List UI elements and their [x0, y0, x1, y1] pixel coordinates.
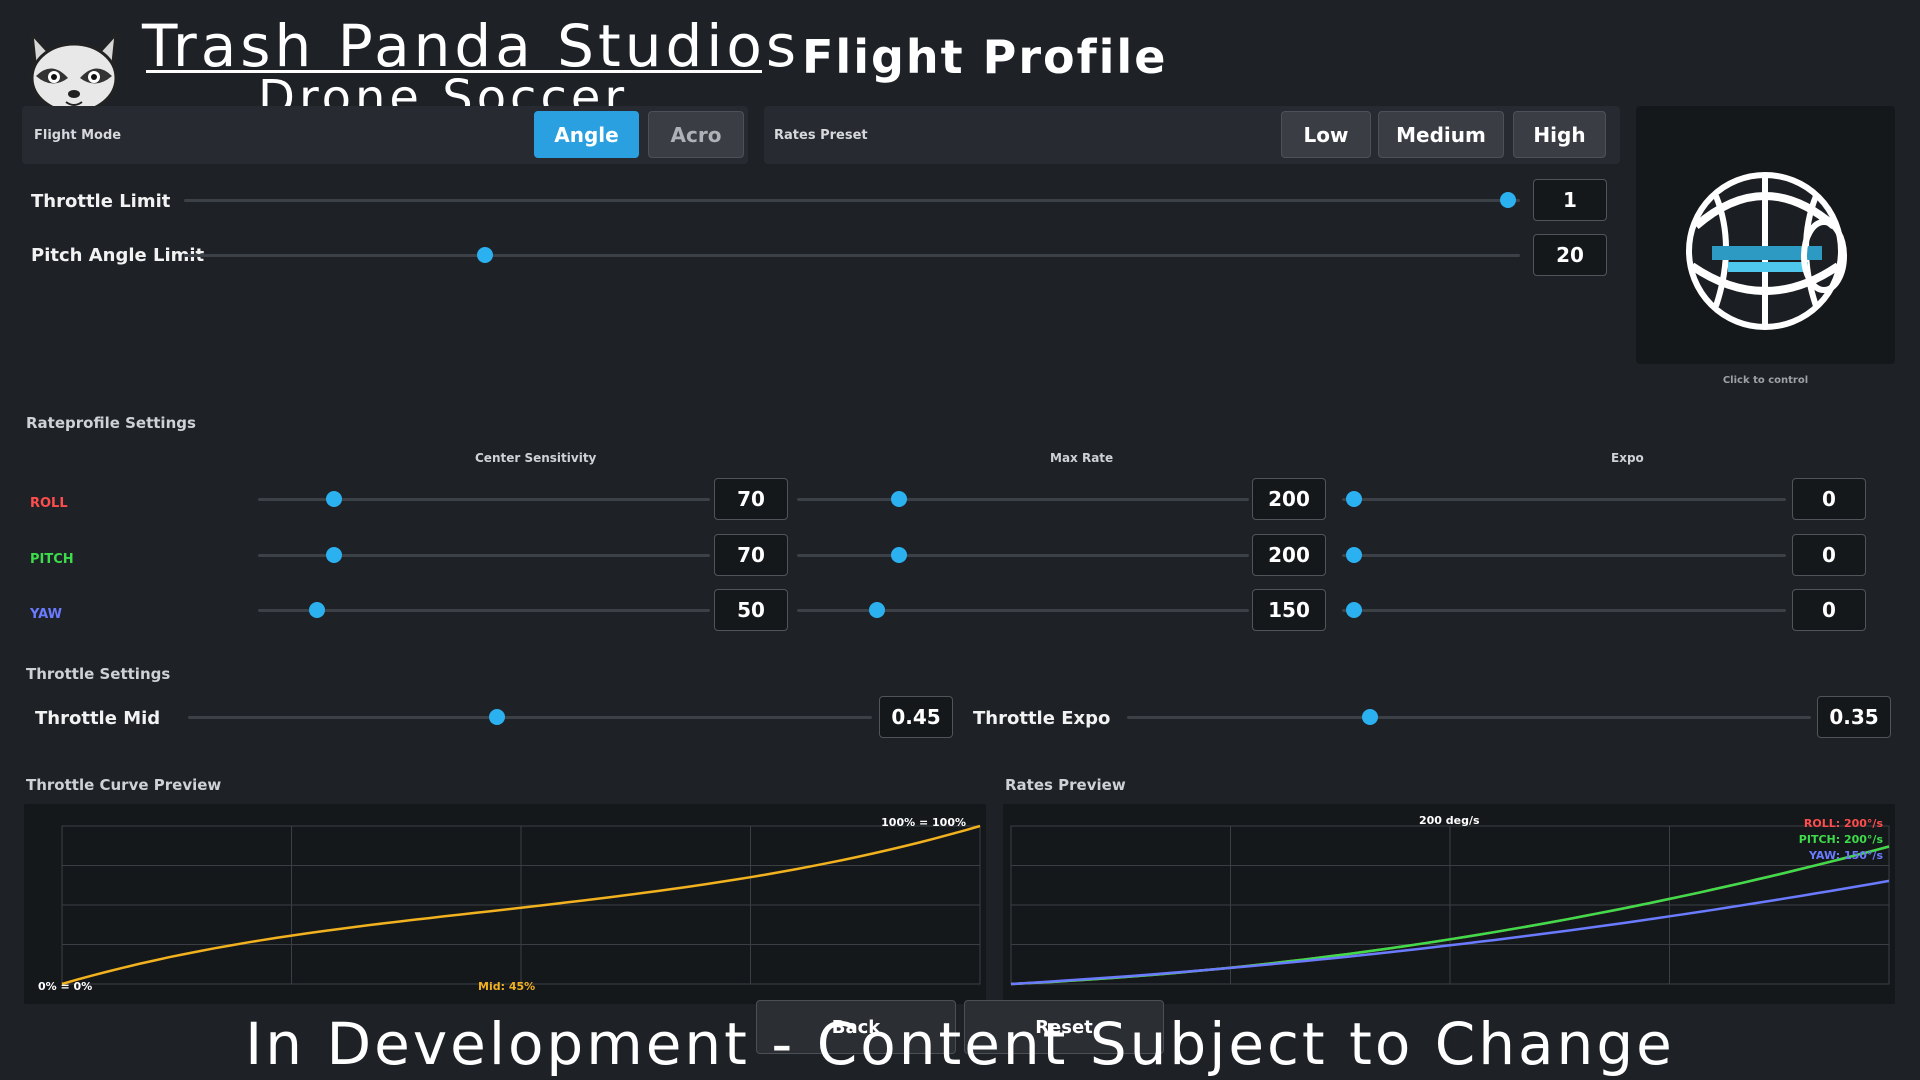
page-title: Flight Profile	[802, 30, 1168, 84]
brand-title: Trash Panda Studios	[142, 12, 801, 80]
rates-preview-top-label: 200 deg/s	[1419, 814, 1480, 827]
throttle-mid-thumb[interactable]	[489, 709, 505, 725]
flight-mode-label: Flight Mode	[34, 128, 122, 143]
legend-yaw: YAW: 150°/s	[1809, 849, 1883, 862]
flight-mode-panel	[22, 106, 748, 164]
legend-pitch: PITCH: 200°/s	[1798, 833, 1883, 846]
yaw-center-thumb[interactable]	[309, 602, 326, 618]
col-expo: Expo	[1611, 451, 1644, 465]
throttle-curve-bottom-label: 0% = 0%	[38, 980, 93, 993]
throttle-expo-thumb[interactable]	[1362, 709, 1378, 725]
throttle-curve-title: Throttle Curve Preview	[26, 776, 222, 794]
rates-preview-title: Rates Preview	[1005, 776, 1126, 794]
throttle-expo-track[interactable]	[1127, 716, 1811, 719]
yaw-expo-value[interactable]: 0	[1792, 589, 1866, 631]
pitch-angle-limit-value[interactable]: 20	[1533, 234, 1607, 276]
pitch-expo-value[interactable]: 0	[1792, 534, 1866, 576]
throttle-limit-value[interactable]: 1	[1533, 179, 1607, 221]
throttle-mid-track[interactable]	[188, 716, 872, 719]
roll-max-track[interactable]	[797, 498, 1249, 501]
preview-caption: Click to control	[1722, 375, 1809, 386]
yaw-max-value[interactable]: 150	[1252, 589, 1326, 631]
mode-acro-button[interactable]: Acro	[648, 111, 744, 158]
col-max-rate: Max Rate	[1050, 451, 1114, 465]
throttle-settings-title: Throttle Settings	[26, 665, 171, 683]
mode-angle-button[interactable]: Angle	[534, 111, 639, 158]
pitch-angle-limit-thumb[interactable]	[476, 247, 493, 263]
col-center-sensitivity: Center Sensitivity	[475, 451, 597, 465]
roll-center-track[interactable]	[258, 498, 710, 501]
pitch-angle-limit-label: Pitch Angle Limit	[31, 245, 205, 266]
rate-axis-label-roll: ROLL	[30, 496, 68, 511]
rateprofile-title: Rateprofile Settings	[26, 414, 196, 432]
roll-expo-track[interactable]	[1342, 498, 1786, 501]
rates-yaw-line	[1010, 879, 1890, 986]
rates-preview-chart: 200 deg/s ROLL: 200°/s PITCH: 200°/s YAW…	[1003, 804, 1895, 1004]
throttle-curve-chart: 100% = 100% 0% = 0% Mid: 45%	[24, 804, 986, 1004]
throttle-mid-value[interactable]: 0.45	[879, 696, 953, 738]
rates-legend: ROLL: 200°/s PITCH: 200°/s YAW: 150°/s	[1799, 816, 1883, 864]
yaw-expo-thumb[interactable]	[1346, 602, 1362, 618]
roll-expo-value[interactable]: 0	[1792, 478, 1866, 520]
throttle-expo-label: Throttle Expo	[973, 708, 1111, 729]
throttle-expo-value[interactable]: 0.35	[1817, 696, 1891, 738]
roll-max-value[interactable]: 200	[1252, 478, 1326, 520]
pitch-max-thumb[interactable]	[890, 547, 907, 563]
rate-axis-label-pitch: PITCH	[30, 552, 74, 567]
throttle-curve-mid-label: Mid: 45%	[478, 980, 536, 993]
preset-low-button[interactable]: Low	[1281, 111, 1371, 158]
legend-roll: ROLL: 200°/s	[1803, 817, 1883, 830]
roll-center-thumb[interactable]	[326, 491, 343, 507]
rate-axis-label-yaw: YAW	[30, 607, 62, 622]
brand-underline	[146, 70, 762, 73]
yaw-max-track[interactable]	[797, 609, 1249, 612]
roll-expo-thumb[interactable]	[1346, 491, 1362, 507]
pitch-center-thumb[interactable]	[326, 547, 343, 563]
pitch-center-track[interactable]	[258, 554, 710, 557]
roll-max-thumb[interactable]	[890, 491, 907, 507]
drone-ball-icon	[1686, 172, 1847, 330]
roll-center-value[interactable]: 70	[714, 478, 788, 520]
throttle-limit-track[interactable]	[184, 199, 1520, 202]
throttle-mid-label: Throttle Mid	[35, 708, 161, 729]
drone-preview[interactable]	[1636, 106, 1895, 364]
throttle-curve-line	[61, 824, 981, 986]
pitch-expo-thumb[interactable]	[1346, 547, 1362, 563]
throttle-limit-thumb[interactable]	[1500, 192, 1516, 208]
rates-preview-grid	[1010, 825, 1890, 985]
pitch-max-track[interactable]	[797, 554, 1249, 557]
pitch-expo-track[interactable]	[1342, 554, 1786, 557]
yaw-max-thumb[interactable]	[869, 602, 886, 618]
pitch-max-value[interactable]: 200	[1252, 534, 1326, 576]
rates-preset-label: Rates Preset	[774, 128, 868, 143]
preset-high-button[interactable]: High	[1513, 111, 1606, 158]
preset-medium-button[interactable]: Medium	[1378, 111, 1504, 158]
development-banner: In Development - Content Subject to Chan…	[245, 1010, 1675, 1078]
yaw-center-track[interactable]	[258, 609, 710, 612]
reset-button[interactable]: Reset	[964, 1000, 1164, 1054]
pitch-center-value[interactable]: 70	[714, 534, 788, 576]
throttle-curve-grid	[61, 825, 981, 985]
throttle-limit-label: Throttle Limit	[31, 191, 171, 212]
throttle-curve-top-label: 100% = 100%	[881, 816, 966, 829]
pitch-angle-limit-track[interactable]	[184, 254, 1520, 257]
yaw-center-value[interactable]: 50	[714, 589, 788, 631]
yaw-expo-track[interactable]	[1342, 609, 1786, 612]
back-button[interactable]: Back	[756, 1000, 956, 1054]
